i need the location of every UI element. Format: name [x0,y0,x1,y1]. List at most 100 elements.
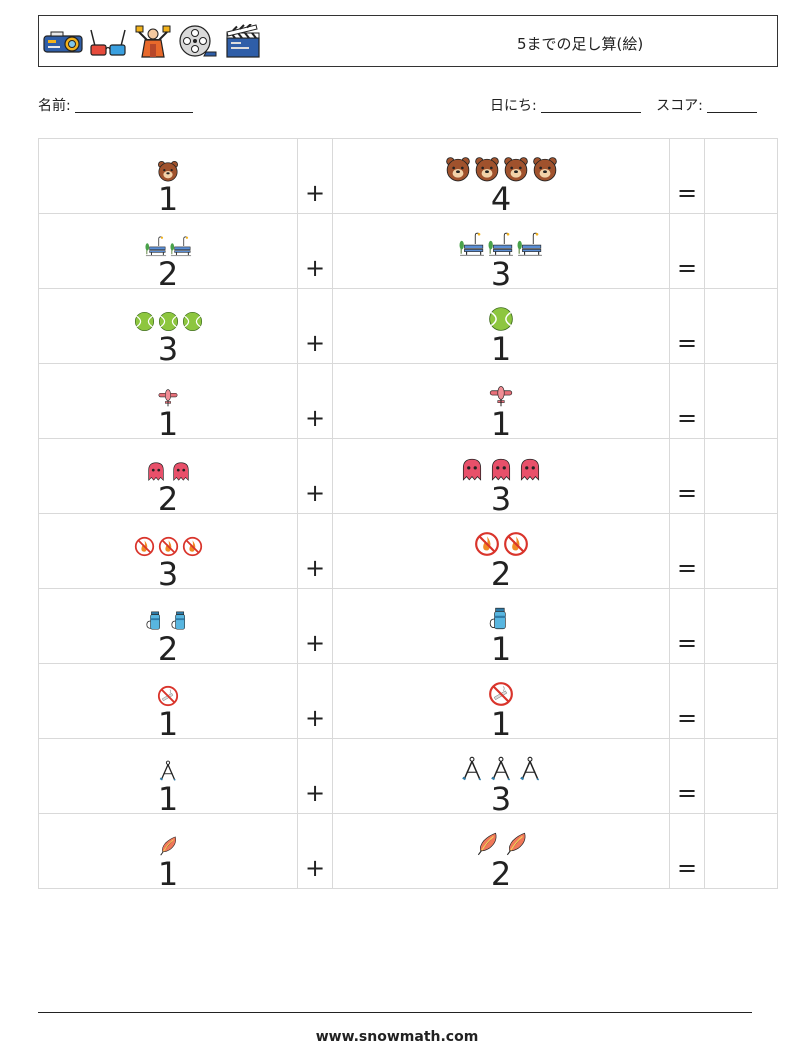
problem-row: 3 + 2 = [38,513,778,593]
ghost-icon [145,460,167,482]
no-fire-icon [503,531,529,557]
thermos-icon [170,610,192,632]
addend-a-number: 3 [157,330,179,368]
addend-a-icons [145,460,192,482]
addend-b-number: 2 [490,555,512,593]
addend-b-icons [488,606,514,632]
park-bench-icon [169,235,192,257]
answer-cell[interactable] [704,138,778,214]
addend-b-number: 3 [490,780,512,818]
bear-face-icon [532,156,558,182]
addend-a-icons [157,835,179,857]
addend-b-icons [459,231,543,257]
answer-cell[interactable] [704,588,778,664]
name-blank[interactable] [75,98,194,113]
addend-a-icons [157,160,179,182]
addend-a-number: 1 [157,180,179,218]
addend-b-number: 1 [490,705,512,743]
equals-cell: = [669,663,705,739]
addend-a-cell: 3 [38,513,298,591]
equals-cell: = [669,813,705,889]
bear-face-icon [503,156,529,182]
addend-b-number: 4 [490,180,512,218]
equals-sign: = [676,179,698,207]
drawing-compass-icon [517,756,543,782]
airplane-icon [157,385,179,407]
plus-cell: + [297,363,333,439]
plus-sign: + [304,404,326,432]
plus-cell: + [297,438,333,514]
addend-b-icons [474,531,529,557]
plus-sign: + [304,629,326,657]
equals-cell: = [669,138,705,214]
answer-cell[interactable] [704,363,778,439]
equals-cell: = [669,738,705,814]
answer-cell[interactable] [704,738,778,814]
addend-b-icons [459,756,543,782]
addend-a-icons [134,311,203,332]
park-bench-icon [459,231,485,257]
answer-cell[interactable] [704,288,778,364]
problem-row: 2 + 3 = [38,213,778,293]
plus-sign: + [304,179,326,207]
name-field: 名前: [38,95,194,115]
addend-b-cell: 3 [332,738,670,818]
addend-a-icons [144,235,192,257]
answer-cell[interactable] [704,663,778,739]
addend-b-number: 3 [490,480,512,518]
director-icon [135,25,171,58]
equals-cell: = [669,588,705,664]
answer-cell[interactable] [704,213,778,289]
addend-a-cell: 3 [38,288,298,368]
addend-b-number: 2 [490,855,512,893]
equals-sign: = [676,404,698,432]
score-blank[interactable] [707,98,758,113]
problem-row: 3 + 1 = [38,288,778,368]
addend-a-cell: 1 [38,813,298,893]
projector-icon [43,31,83,53]
bear-face-icon [157,160,179,182]
addend-a-number: 1 [157,405,179,443]
date-label: 日にち: [490,98,537,114]
park-bench-icon [144,235,167,257]
header-box: 5までの足し算(絵) [38,15,778,67]
ghost-icon [517,456,543,482]
answer-cell[interactable] [704,813,778,889]
tennis-ball-icon [182,311,203,332]
thermos-icon [145,610,167,632]
plus-sign: + [304,554,326,582]
equals-sign: = [676,779,698,807]
ghost-icon [488,456,514,482]
addend-b-number: 1 [490,330,512,368]
ghost-icon [170,460,192,482]
feather-icon [157,835,179,857]
problem-row: 2 + 1 = [38,588,778,668]
answer-cell[interactable] [704,438,778,514]
feather-icon [503,831,529,857]
addend-a-cell: 2 [38,438,298,516]
equals-sign: = [676,854,698,882]
addend-a-number: 2 [157,255,179,293]
tennis-ball-icon [134,311,155,332]
addend-b-cell: 3 [332,438,670,518]
problem-row: 1 + 1 = [38,363,778,443]
worksheet-title: 5までの足し算(絵) [517,35,644,53]
plus-cell: + [297,663,333,739]
problem-row: 1 + 4 = [38,138,778,218]
score-label: スコア: [656,98,703,114]
addend-a-number: 1 [157,855,179,893]
equals-sign: = [676,704,698,732]
equals-cell: = [669,288,705,364]
answer-cell[interactable] [704,513,778,589]
date-blank[interactable] [541,98,642,113]
plus-sign: + [304,779,326,807]
addend-b-cell: 3 [332,213,670,291]
addend-b-number: 1 [490,630,512,668]
feather-icon [474,831,500,857]
addend-a-number: 2 [157,630,179,668]
footer-url: www.snowmath.com [315,1029,479,1045]
addend-b-icons [488,381,514,407]
no-smoking-icon [488,681,514,707]
addend-b-cell: 1 [332,363,670,441]
problem-row: 1 + 2 = [38,813,778,893]
